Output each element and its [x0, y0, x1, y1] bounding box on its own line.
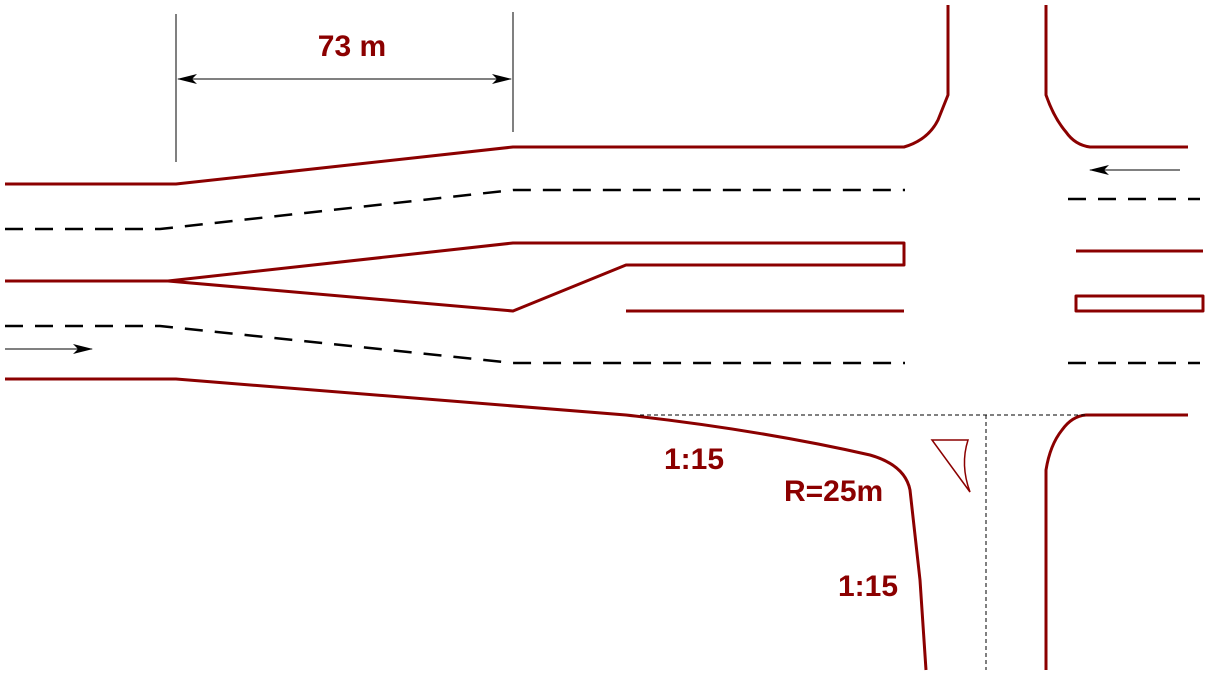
dimension-annotation: 73 m [175, 12, 514, 162]
north-road-edge-east [1044, 5, 1188, 149]
lane-line-north-west [5, 188, 905, 231]
curve-radius-label: R=25m [784, 475, 883, 508]
south-road-edge-west [5, 377, 928, 671]
median-island-east [1074, 294, 1205, 313]
taper-slope-label-1: 1:15 [664, 443, 724, 476]
north-road-edge-west [5, 5, 950, 186]
south-road-edge-east [1044, 413, 1188, 670]
dimension-label: 73 m [318, 30, 386, 63]
taper-slope-label-2: 1:15 [838, 570, 898, 603]
median-island-west [5, 241, 906, 313]
sight-triangle-icon [930, 439, 971, 493]
lane-line-south-west [5, 324, 905, 365]
